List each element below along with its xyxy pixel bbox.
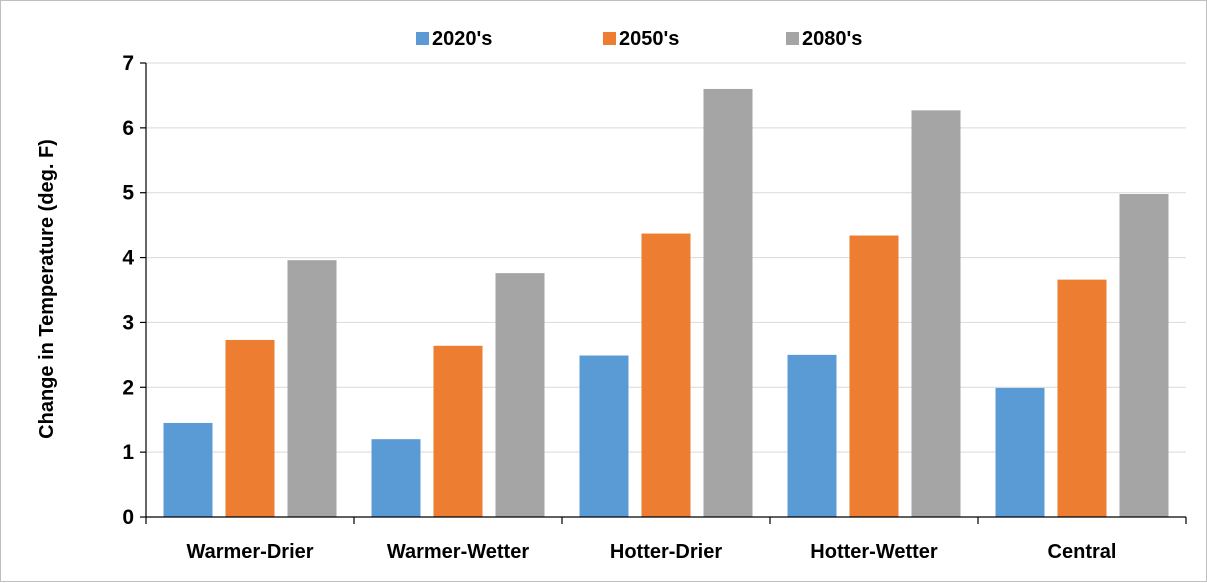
bar-3-3 [704, 89, 753, 517]
y-tick-label: 4 [122, 247, 134, 270]
y-axis-title: Change in Temperature (deg. F) [36, 139, 58, 439]
y-tick-label: 5 [122, 182, 134, 205]
bar-1-2 [372, 439, 421, 517]
y-tick-labels: 0 1 2 3 4 5 6 7 [122, 52, 134, 529]
bar-3-5 [1120, 194, 1169, 517]
y-tick-label: 3 [122, 311, 134, 334]
bar-3-1 [288, 260, 337, 517]
bar-2-1 [226, 340, 275, 517]
legend-swatch [786, 32, 799, 45]
bar-2-2 [434, 346, 483, 517]
bar-1-1 [164, 423, 213, 517]
legend: 2020's 2050's 2080's [416, 28, 862, 50]
legend-label: 2080's [802, 28, 862, 50]
bar-1-3 [580, 356, 629, 517]
x-category-label: Central [1048, 541, 1117, 563]
bar-2-3 [642, 234, 691, 517]
bar-1-4 [788, 355, 837, 517]
bar-3-2 [496, 273, 545, 517]
bar-1-5 [996, 388, 1045, 517]
y-tick-label: 6 [122, 117, 134, 140]
x-category-label: Warmer-Wetter [387, 541, 529, 563]
x-category-label: Hotter-Wetter [810, 541, 938, 563]
y-tick-label: 7 [122, 52, 134, 75]
x-category-label: Hotter-Drier [610, 541, 722, 563]
legend-swatch [603, 32, 616, 45]
x-category-label: Warmer-Drier [186, 541, 313, 563]
bars [164, 89, 1169, 517]
legend-label: 2020's [432, 28, 492, 50]
bar-2-4 [850, 236, 899, 517]
x-category-labels: Warmer-Drier Warmer-Wetter Hotter-Drier Hot… [186, 541, 1116, 563]
legend-label: 2050's [619, 28, 679, 50]
bar-3-4 [912, 110, 961, 517]
y-tick-label: 0 [122, 506, 134, 529]
y-tick-label: 2 [122, 376, 134, 399]
y-tick-label: 1 [122, 441, 134, 464]
legend-swatch [416, 32, 429, 45]
bar-2-5 [1058, 280, 1107, 517]
